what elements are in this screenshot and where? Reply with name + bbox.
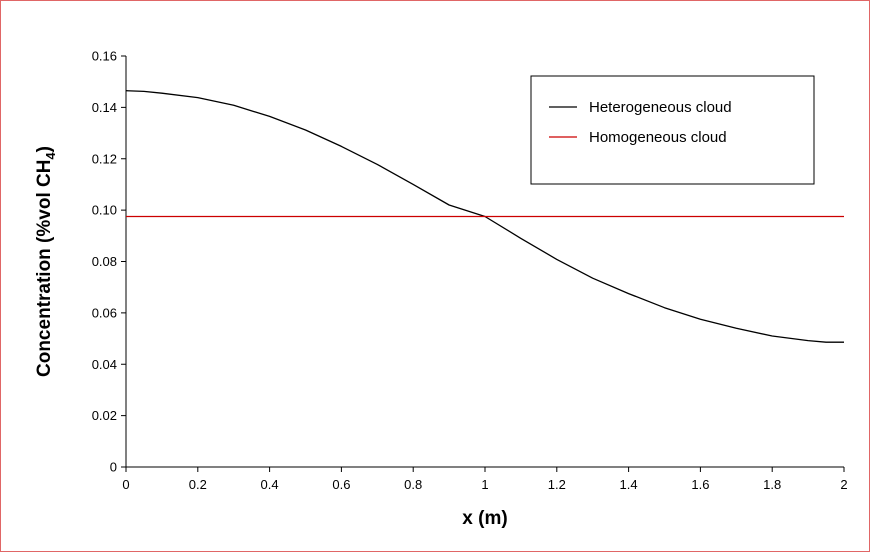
x-tick-label: 2 bbox=[840, 477, 847, 492]
y-tick-label: 0.14 bbox=[92, 100, 117, 115]
y-tick-label: 0.16 bbox=[92, 49, 117, 64]
x-axis-title: x (m) bbox=[462, 508, 507, 529]
y-tick-label: 0.04 bbox=[92, 357, 117, 372]
legend: Heterogeneous cloud Homogeneous cloud bbox=[530, 75, 815, 185]
legend-label-heterogeneous: Heterogeneous cloud bbox=[589, 99, 732, 116]
x-tick-label: 1 bbox=[481, 477, 488, 492]
y-tick-label: 0.02 bbox=[92, 408, 117, 423]
legend-box bbox=[530, 75, 815, 185]
y-tick-label: 0 bbox=[110, 460, 117, 475]
y-tick-label: 0.08 bbox=[92, 254, 117, 269]
y-tick-label: 0.06 bbox=[92, 305, 117, 320]
series-group bbox=[125, 90, 844, 343]
legend-label-homogeneous: Homogeneous cloud bbox=[589, 129, 727, 146]
y-ticks: 0 0.02 0.04 0.06 0.08 0.10 0.12 0.14 0.16 bbox=[92, 49, 126, 475]
x-tick-label: 0 bbox=[122, 477, 129, 492]
x-tick-label: 1.2 bbox=[548, 477, 566, 492]
x-tick-label: 0.4 bbox=[261, 477, 279, 492]
x-tick-label: 0.6 bbox=[332, 477, 350, 492]
x-tick-label: 1.8 bbox=[763, 477, 781, 492]
y-tick-label: 0.12 bbox=[92, 151, 117, 166]
x-ticks: 0 0.2 0.4 0.6 0.8 1 1.2 1.4 1.6 1.8 2 bbox=[122, 467, 848, 492]
plot-area: 0 0.02 0.04 0.06 0.08 0.10 0.12 0.14 0.16 0 0.2 0.… bbox=[92, 49, 848, 493]
x-tick-label: 0.8 bbox=[404, 477, 422, 492]
y-axis-title-subscript: 4 bbox=[43, 152, 58, 160]
y-axis-title-close: ) bbox=[34, 146, 55, 152]
y-axis-title: Concentration (%vol CH4) bbox=[34, 146, 58, 377]
x-tick-label: 1.4 bbox=[620, 477, 638, 492]
y-axis-title-main: Concentration (%vol CH bbox=[34, 160, 55, 377]
x-tick-label: 1.6 bbox=[691, 477, 709, 492]
x-tick-label: 0.2 bbox=[189, 477, 207, 492]
y-tick-label: 0.10 bbox=[92, 203, 117, 218]
